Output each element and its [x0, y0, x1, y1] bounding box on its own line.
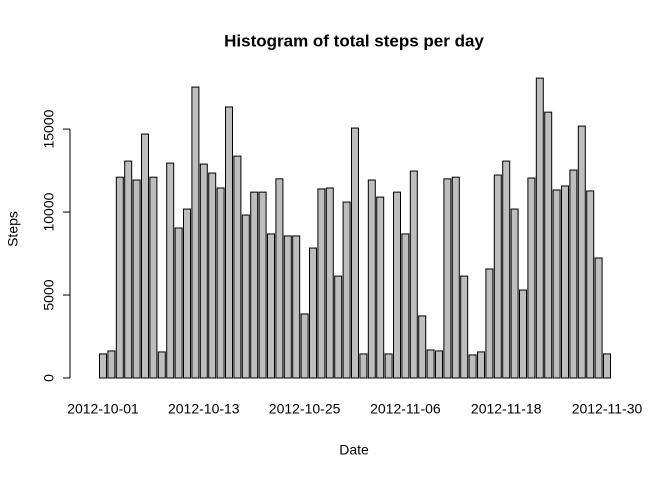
- x-tick-label: 2012-11-30: [572, 401, 643, 417]
- y-tick-label: 10000: [41, 192, 57, 231]
- bar: [426, 349, 435, 379]
- chart-title: Histogram of total steps per day: [224, 31, 484, 50]
- bar: [384, 353, 393, 379]
- bar: [233, 155, 242, 379]
- bar: [552, 189, 561, 379]
- bar: [359, 353, 368, 379]
- bar: [409, 170, 418, 379]
- x-tick-label: 2012-10-13: [168, 401, 240, 417]
- bar: [603, 353, 611, 379]
- x-tick-label: 2012-11-18: [471, 401, 542, 417]
- bar: [317, 188, 326, 379]
- bar: [225, 106, 233, 379]
- bar: [535, 77, 544, 379]
- bar: [460, 275, 469, 379]
- bar: [376, 196, 385, 379]
- bar: [115, 176, 124, 379]
- bar: [267, 233, 275, 379]
- bar: [468, 354, 477, 379]
- bar: [418, 315, 427, 379]
- bar: [443, 178, 452, 379]
- y-tick-label: 0: [41, 374, 57, 382]
- bar: [166, 162, 175, 379]
- bar: [141, 133, 149, 379]
- bar: [258, 191, 267, 379]
- bar: [283, 235, 292, 379]
- bar: [351, 127, 359, 379]
- bar: [527, 177, 536, 379]
- bar: [99, 353, 107, 379]
- bar: [149, 176, 158, 379]
- bar: [561, 185, 569, 379]
- bar: [208, 172, 217, 379]
- bar: [174, 227, 183, 379]
- x-tick-label: 2012-10-01: [67, 401, 139, 417]
- bar: [309, 247, 317, 379]
- bar: [586, 190, 595, 379]
- bar: [594, 257, 603, 379]
- bar: [435, 350, 443, 379]
- x-axis-label: Date: [339, 442, 369, 458]
- bar: [502, 160, 511, 379]
- bar: [325, 187, 334, 379]
- bar: [577, 125, 586, 379]
- bar: [485, 268, 494, 379]
- bar: [107, 350, 116, 379]
- bar: [241, 214, 250, 379]
- bar: [132, 179, 141, 379]
- y-axis-label: Steps: [5, 211, 21, 247]
- bar: [401, 233, 410, 379]
- bar: [510, 208, 519, 379]
- bar: [275, 178, 284, 379]
- bar: [300, 313, 309, 379]
- bar: [569, 169, 578, 379]
- bar: [393, 191, 401, 379]
- x-tick-label: 2012-10-25: [269, 401, 341, 417]
- bar: [183, 208, 191, 379]
- bar: [124, 160, 133, 379]
- y-tick-label: 5000: [41, 279, 57, 310]
- bar: [493, 174, 502, 379]
- bar: [157, 351, 166, 379]
- bar: [477, 351, 485, 379]
- bar: [451, 176, 460, 379]
- bar: [367, 179, 376, 379]
- bar: [342, 201, 351, 379]
- bar: [199, 163, 208, 379]
- bar: [216, 187, 225, 379]
- bar: [519, 289, 527, 379]
- bar: [191, 86, 200, 379]
- y-tick-label: 15000: [41, 109, 57, 148]
- bar: [250, 191, 259, 379]
- bar: [292, 235, 301, 379]
- x-tick-label: 2012-11-06: [370, 401, 441, 417]
- bar: [544, 111, 553, 379]
- bar: [334, 275, 343, 379]
